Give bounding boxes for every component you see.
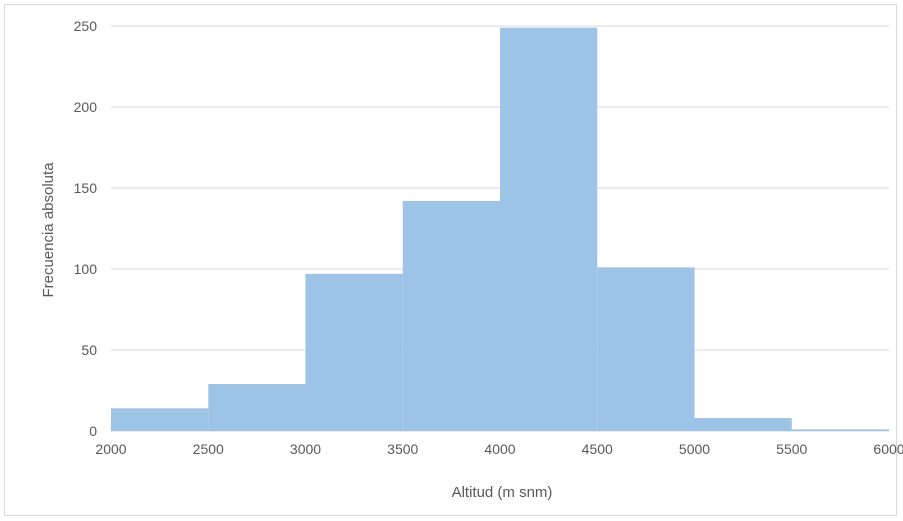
x-axis-ticks: 2000 2500 3000 3500 4000 4500 5000 5500 6000 xyxy=(95,441,903,457)
x-tick-label: 3000 xyxy=(290,441,321,457)
y-tick-label: 250 xyxy=(74,18,98,34)
x-axis-title: Altitud (m snm) xyxy=(452,484,553,501)
x-tick-label: 6000 xyxy=(873,441,903,457)
x-tick-label: 2500 xyxy=(193,441,224,457)
x-tick-label: 4500 xyxy=(582,441,613,457)
bars xyxy=(111,27,889,432)
y-axis-title: Frecuencia absoluta xyxy=(40,162,57,298)
histogram-bar xyxy=(402,200,500,431)
histogram-bar xyxy=(111,408,209,431)
histogram-bar xyxy=(208,384,306,431)
histogram-bar xyxy=(500,27,598,432)
y-tick-label: 200 xyxy=(74,99,98,115)
y-tick-label: 100 xyxy=(74,261,98,277)
histogram-bar xyxy=(305,273,403,431)
histogram-bar xyxy=(694,418,792,431)
y-tick-label: 150 xyxy=(74,180,98,196)
histogram-bar xyxy=(597,267,695,431)
y-tick-label: 50 xyxy=(81,342,97,358)
histogram-bar xyxy=(791,429,889,431)
x-tick-label: 2000 xyxy=(95,441,126,457)
y-tick-label: 0 xyxy=(89,423,97,439)
x-tick-label: 4000 xyxy=(484,441,515,457)
y-axis-ticks: 0 50 100 150 200 250 xyxy=(74,18,98,439)
x-tick-label: 3500 xyxy=(387,441,418,457)
x-tick-label: 5000 xyxy=(679,441,710,457)
x-tick-label: 5500 xyxy=(776,441,807,457)
